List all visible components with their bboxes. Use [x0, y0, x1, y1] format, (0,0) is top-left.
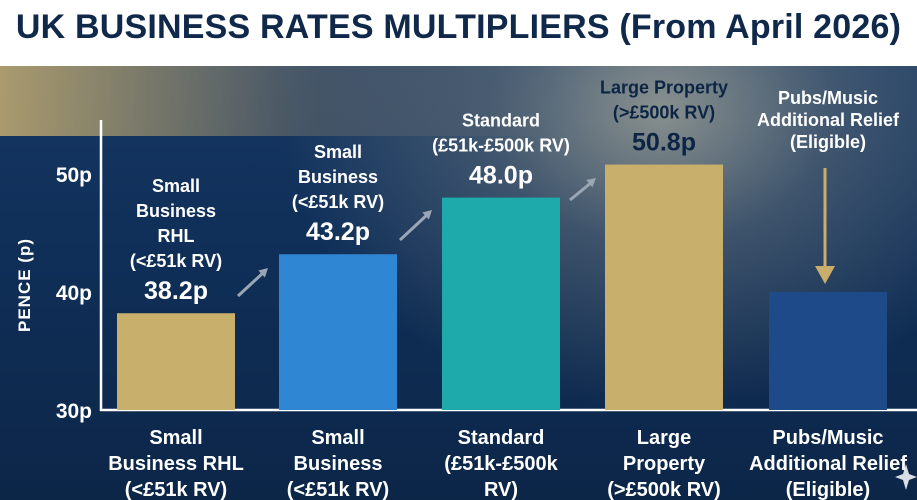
- bar-group: 38.2p Small Business RHL (<£51k RV) Small Busi…: [108, 176, 244, 500]
- bar-label-line: Pubs/Music: [778, 88, 878, 108]
- x-tick-label: RV): [484, 479, 518, 500]
- down-arrow-head: [815, 266, 835, 284]
- bar-group: 50.8p Large Property (>£500k RV) Large Prope…: [600, 78, 728, 500]
- bar-value-label: 50.8p: [632, 129, 696, 157]
- bar-label-line: Additional Relief: [757, 110, 900, 130]
- trend-arrow-head: [422, 210, 432, 220]
- trend-arrow-shaft: [569, 180, 593, 202]
- y-tick-label: 50p: [56, 164, 92, 187]
- bar-label-line: (£51k-£500k RV): [432, 136, 570, 156]
- x-tick-label: (Eligible): [786, 479, 870, 500]
- bar-group: 48.0p Standard (£51k-£500k RV) Standard (£51…: [432, 111, 570, 500]
- x-tick-label: Business: [294, 453, 383, 475]
- chart-title: UK BUSINESS RATES MULTIPLIERS (From Apri…: [15, 8, 902, 46]
- bar: [605, 164, 723, 410]
- bar-label-line: Large Property: [600, 78, 728, 98]
- x-tick-label: (£51k-£500k: [444, 453, 558, 475]
- x-tick-label: Large: [637, 427, 691, 449]
- x-tick-label: Small: [149, 427, 202, 449]
- bar-label-line: Small: [152, 176, 200, 196]
- bar-label-line: (<£51k RV): [130, 251, 222, 271]
- x-tick-label: (>£500k RV): [607, 479, 721, 500]
- bar-value-label: 43.2p: [306, 218, 370, 246]
- x-tick-label: Pubs/Music: [772, 427, 883, 449]
- y-axis-label: PENCE (p): [15, 238, 34, 332]
- trend-arrow-shaft: [236, 270, 266, 298]
- trend-arrow-shaft: [398, 212, 430, 242]
- bar: [279, 254, 397, 410]
- x-tick-label: Business RHL: [108, 453, 244, 475]
- bar-label-line: RHL: [158, 226, 195, 246]
- bar-label-line: Business: [136, 201, 216, 221]
- x-tick-label: Property: [623, 453, 706, 475]
- sparkle-icon: [895, 464, 917, 490]
- y-tick-label: 40p: [56, 282, 92, 305]
- bar-label-line: (>£500k RV): [613, 103, 715, 123]
- gold-glow-band: [0, 66, 917, 136]
- y-tick-label: 30p: [56, 400, 92, 423]
- bar: [117, 313, 235, 410]
- x-tick-label: Additional Relief: [749, 453, 907, 475]
- bar: [769, 292, 887, 410]
- bar-value-label: 38.2p: [144, 277, 208, 305]
- trend-arrow-head: [258, 268, 268, 278]
- bar-label-line: Small: [314, 142, 362, 162]
- bar-group: 43.2p Small Business (<£51k RV) Small Busines…: [279, 142, 397, 500]
- trend-arrow-head: [586, 178, 596, 188]
- title-band: [0, 0, 917, 66]
- bar-value-label: 48.0p: [469, 162, 533, 190]
- x-tick-label: (<£51k RV): [287, 479, 389, 500]
- x-tick-label: Standard: [458, 427, 545, 449]
- bar: [442, 197, 560, 410]
- bar-label-line: Standard: [462, 111, 540, 131]
- x-tick-label: (<£51k RV): [125, 479, 227, 500]
- bar-label-line: Business: [298, 167, 378, 187]
- bar-label-line: (<£51k RV): [292, 192, 384, 212]
- x-tick-label: Small: [311, 427, 364, 449]
- bar-label-line: (Eligible): [790, 132, 866, 152]
